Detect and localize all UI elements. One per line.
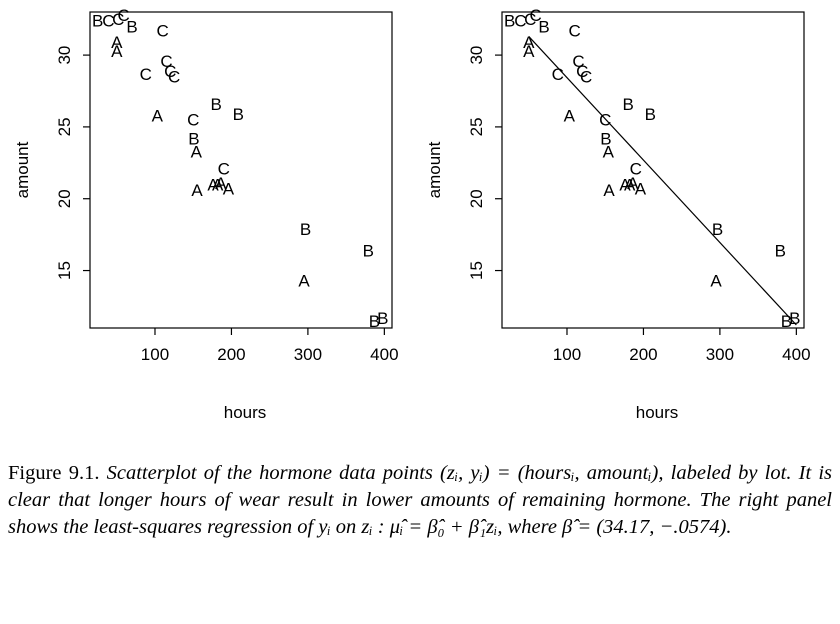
y-tick-label: 15	[467, 261, 486, 280]
x-tick-label: 100	[553, 345, 581, 364]
regression-line	[528, 36, 797, 326]
data-point: A	[523, 33, 535, 52]
x-axis-label: hours	[636, 403, 679, 422]
data-point: A	[298, 272, 310, 291]
data-point: C	[160, 52, 172, 71]
scatterplot-figure: 100 200 300 40015202530hoursamountBCAACCBCA…	[13, 6, 811, 422]
data-point: B	[622, 95, 633, 114]
data-point: A	[212, 175, 224, 194]
data-point: B	[300, 220, 311, 239]
data-point: B	[92, 12, 103, 31]
y-tick-label: 30	[467, 46, 486, 65]
data-point: C	[514, 12, 526, 31]
x-axis-label: hours	[224, 403, 267, 422]
y-axis-label: amount	[13, 141, 32, 198]
data-point: B	[504, 12, 515, 31]
data-point: C	[630, 160, 642, 179]
data-point: B	[188, 129, 199, 148]
data-point: C	[164, 62, 176, 81]
x-tick-label: 200	[217, 345, 245, 364]
data-point: A	[523, 42, 535, 61]
y-tick-label: 25	[467, 117, 486, 136]
data-point: B	[369, 312, 380, 331]
data-point: C	[599, 111, 611, 130]
data-point: A	[111, 42, 123, 61]
data-point: A	[152, 106, 164, 125]
right-panel: 100 200 300 40015202530hoursamountBCAACCBCA…	[425, 6, 811, 422]
data-point: B	[775, 241, 786, 260]
y-axis-label: amount	[425, 141, 444, 198]
data-point: A	[635, 180, 647, 199]
data-point: C	[140, 65, 152, 84]
data-point: B	[377, 309, 388, 328]
data-point: A	[603, 181, 615, 200]
data-point: B	[538, 17, 549, 36]
data-point: B	[600, 129, 611, 148]
data-point: A	[603, 142, 615, 161]
data-point: C	[529, 6, 541, 25]
data-point: A	[619, 175, 631, 194]
figure-caption: Figure 9.1. Scatterplot of the hormone d…	[8, 460, 832, 541]
data-point: B	[363, 241, 374, 260]
data-point: A	[191, 181, 203, 200]
plot-frame	[89, 11, 393, 329]
x-tick-label: 400	[782, 345, 810, 364]
data-point: B	[781, 312, 792, 331]
x-tick-label: 300	[294, 345, 322, 364]
data-point: B	[712, 220, 723, 239]
data-point: A	[624, 175, 636, 194]
data-point: C	[580, 68, 592, 87]
data-point: C	[218, 160, 230, 179]
data-point: A	[207, 175, 219, 194]
caption-text: Scatterplot of the hormone data points (…	[8, 462, 832, 538]
data-point: C	[102, 12, 114, 31]
data-point: B	[233, 105, 244, 124]
data-point: A	[215, 174, 227, 193]
y-tick-label: 30	[55, 46, 74, 65]
data-point: B	[789, 309, 800, 328]
data-point: C	[568, 22, 580, 41]
data-point: C	[524, 10, 536, 29]
data-point: A	[223, 180, 235, 199]
data-point: B	[126, 17, 137, 36]
y-tick-label: 25	[55, 117, 74, 136]
data-point: C	[156, 22, 168, 41]
data-point: C	[576, 62, 588, 81]
x-tick-label: 400	[370, 345, 398, 364]
data-point: C	[187, 111, 199, 130]
x-tick-label: 100	[141, 345, 169, 364]
x-tick-label: 300	[706, 345, 734, 364]
data-point: C	[117, 6, 129, 25]
data-point: A	[191, 142, 203, 161]
data-point: A	[627, 174, 639, 193]
figure-number: Figure 9.1.	[8, 462, 100, 484]
y-tick-label: 15	[55, 261, 74, 280]
y-tick-label: 20	[55, 189, 74, 208]
data-point: B	[645, 105, 656, 124]
data-point: C	[112, 10, 124, 29]
data-point: A	[111, 33, 123, 52]
y-tick-label: 20	[467, 189, 486, 208]
x-tick-label: 200	[629, 345, 657, 364]
left-panel: 100 200 300 40015202530hoursamountBCAACCBCA…	[13, 6, 399, 422]
data-point: C	[168, 68, 180, 87]
data-point: A	[710, 272, 722, 291]
data-point: A	[564, 106, 576, 125]
plot-frame	[501, 11, 805, 329]
data-point: C	[552, 65, 564, 84]
data-point: C	[572, 52, 584, 71]
data-point: B	[210, 95, 221, 114]
